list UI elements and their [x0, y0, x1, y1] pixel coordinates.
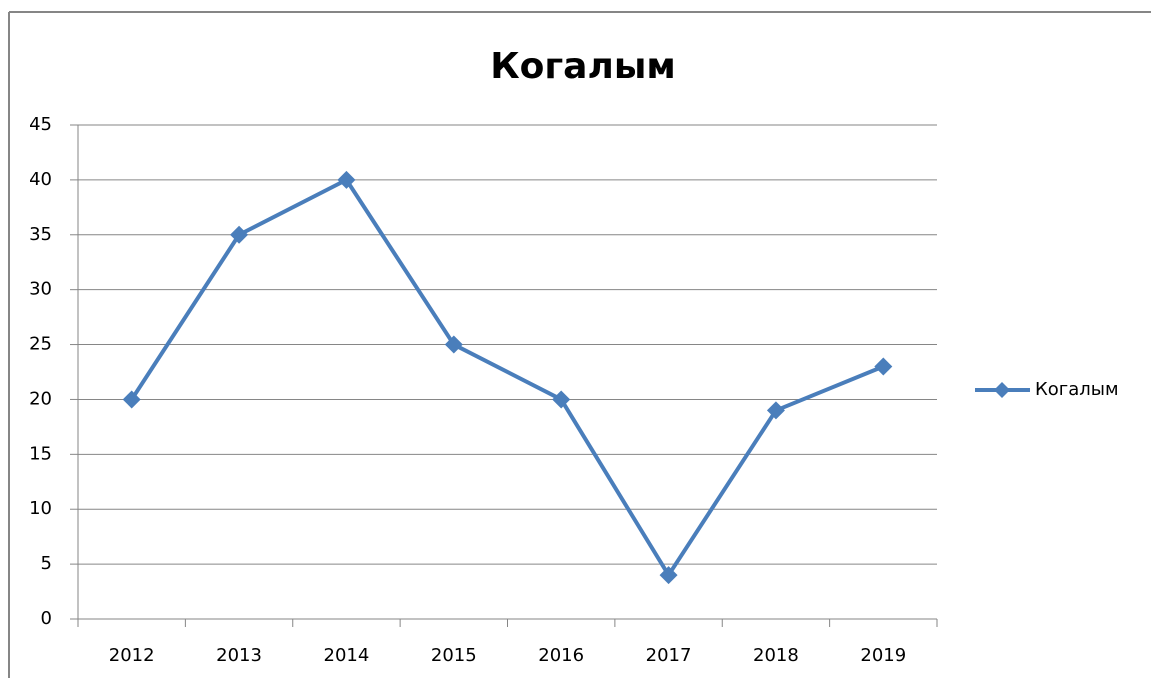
marker: [444, 335, 463, 354]
x-tick-label: 2016: [538, 645, 584, 666]
marker: [122, 390, 141, 409]
y-tick-label: 40: [29, 169, 52, 190]
y-tick-label: 15: [29, 443, 52, 464]
legend-marker: [994, 382, 1010, 398]
legend-label: Когалым: [1035, 379, 1119, 400]
marker: [337, 170, 356, 189]
chart-title: Когалым: [490, 46, 676, 87]
marker: [659, 566, 678, 585]
marker: [874, 357, 893, 376]
y-tick-label: 5: [41, 553, 52, 574]
y-tick-label: 25: [29, 334, 52, 355]
y-tick-label: 35: [29, 224, 52, 245]
x-tick-label: 2019: [860, 645, 906, 666]
y-tick-label: 0: [41, 608, 52, 629]
marker: [552, 390, 571, 409]
y-tick-label: 45: [29, 114, 52, 135]
x-tick-label: 2012: [109, 645, 155, 666]
series-line: [130, 177, 885, 578]
marker: [230, 225, 249, 244]
x-tick-label: 2017: [646, 645, 692, 666]
marker: [766, 401, 785, 420]
y-tick-label: 10: [29, 498, 52, 519]
x-tick-label: 2018: [753, 645, 799, 666]
x-tick-label: 2013: [216, 645, 262, 666]
x-tick-label: 2014: [324, 645, 370, 666]
y-tick-label: 30: [29, 279, 52, 300]
x-tick-label: 2015: [431, 645, 477, 666]
y-tick-label: 20: [29, 388, 52, 409]
